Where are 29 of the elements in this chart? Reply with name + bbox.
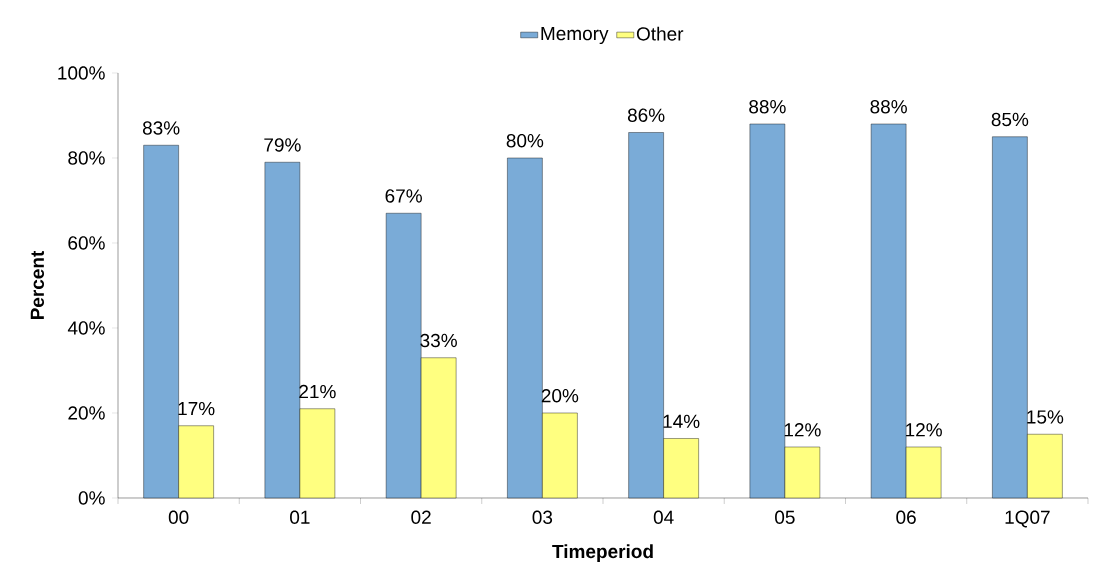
- y-tick-label: 20%: [68, 406, 105, 420]
- data-label: 15%: [1027, 410, 1064, 424]
- legend-label: Memory: [541, 27, 609, 45]
- x-tick-label: 05: [775, 510, 795, 524]
- x-axis-title: Timeperiod: [552, 544, 653, 562]
- data-label: 88%: [870, 100, 907, 114]
- y-tick-label: 40%: [67, 321, 105, 335]
- data-label: 12%: [906, 423, 942, 437]
- data-label: 88%: [749, 100, 786, 114]
- data-label: 83%: [142, 121, 180, 135]
- y-tick-label: 60%: [68, 236, 105, 250]
- x-tick-label: 01: [290, 510, 310, 524]
- x-tick-label: 02: [411, 510, 431, 524]
- y-tick-label: 0%: [78, 491, 105, 505]
- x-tick-label: 1Q07: [1005, 510, 1050, 528]
- data-label: 86%: [627, 108, 665, 122]
- data-label: 85%: [991, 112, 1029, 127]
- x-tick-label: 00: [168, 510, 189, 524]
- y-tick-label: 100%: [58, 66, 105, 80]
- data-label: 20%: [541, 389, 579, 403]
- y-tick-label: 80%: [68, 151, 105, 165]
- y-axis-title: Percent: [30, 250, 45, 320]
- data-label: 67%: [385, 189, 422, 203]
- legend-label: Other: [636, 26, 684, 41]
- x-tick-label: 06: [896, 510, 916, 524]
- data-label: 79%: [264, 138, 301, 152]
- x-tick-label: 03: [532, 510, 553, 524]
- x-tick-label: 04: [653, 510, 674, 524]
- data-label: 80%: [506, 134, 544, 148]
